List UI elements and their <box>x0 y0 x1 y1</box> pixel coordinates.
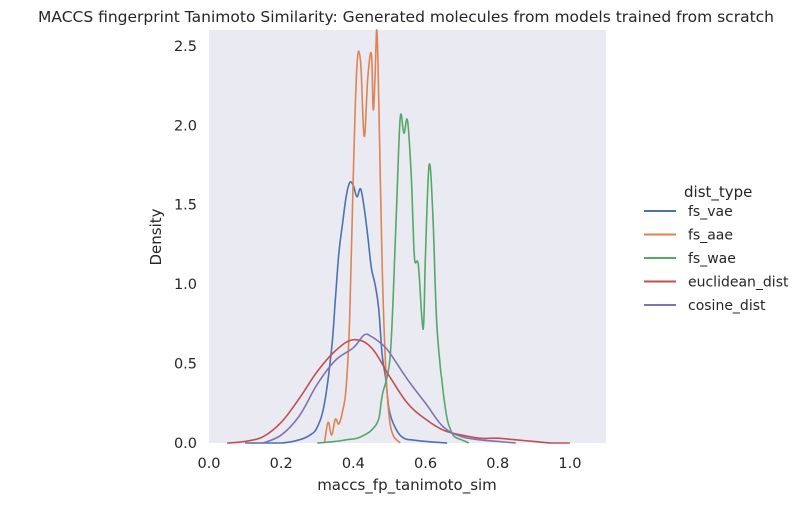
y-axis-label: Density <box>147 208 165 265</box>
y-tick-label: 2.5 <box>174 39 197 55</box>
legend-label-fs-aae: fs_aae <box>688 228 733 244</box>
series-lines <box>226 29 570 444</box>
series-line-fs-aae <box>323 29 401 444</box>
x-axis-ticks: 0.0 0.2 0.4 0.6 0.8 1.0 <box>197 456 581 472</box>
legend: dist_type fs_vae fs_aae fs_wae euclidean_di… <box>644 183 789 314</box>
x-tick-label: 0.0 <box>197 456 220 472</box>
series-line-euclidean-dist <box>226 338 570 444</box>
series-line-fs-wae <box>317 113 470 444</box>
legend-title: dist_type <box>684 183 752 202</box>
y-tick-label: 1.5 <box>174 198 197 214</box>
x-tick-label: 0.4 <box>342 456 365 472</box>
chart-title: MACCS fingerprint Tanimoto Similarity: G… <box>38 8 774 26</box>
legend-label-euclidean-dist: euclidean_dist <box>688 275 789 291</box>
legend-items: fs_vae fs_aae fs_wae euclidean_dist cosine_d… <box>644 204 789 314</box>
plot-area <box>209 30 606 443</box>
legend-label-fs-wae: fs_wae <box>688 251 736 267</box>
x-tick-label: 0.2 <box>270 456 293 472</box>
series-line-cosine-dist <box>262 333 516 444</box>
x-tick-label: 0.8 <box>486 456 509 472</box>
y-tick-label: 0.5 <box>174 357 197 373</box>
y-tick-label: 2.0 <box>174 118 197 134</box>
legend-label-cosine-dist: cosine_dist <box>688 298 766 314</box>
series-line-fs-vae <box>245 180 448 444</box>
y-tick-label: 1.0 <box>174 277 197 293</box>
y-axis-ticks: 0.0 0.5 1.0 1.5 2.0 2.5 <box>174 39 197 452</box>
y-tick-label: 0.0 <box>174 436 197 452</box>
x-tick-label: 0.6 <box>414 456 437 472</box>
x-tick-label: 1.0 <box>558 456 581 472</box>
x-axis-label: maccs_fp_tanimoto_sim <box>317 476 497 495</box>
legend-label-fs-vae: fs_vae <box>688 204 733 220</box>
